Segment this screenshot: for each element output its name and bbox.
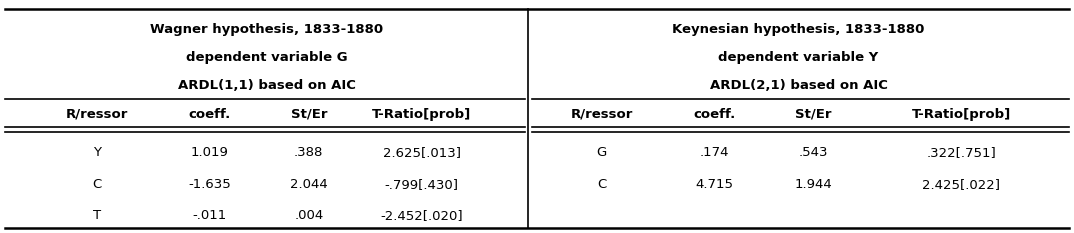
Text: R/ressor: R/ressor <box>570 108 633 121</box>
Text: 4.715: 4.715 <box>695 178 734 191</box>
Text: C: C <box>597 178 606 191</box>
Text: .174: .174 <box>699 146 729 159</box>
Text: .322[.751]: .322[.751] <box>927 146 996 159</box>
Text: T-Ratio[prob]: T-Ratio[prob] <box>372 108 471 121</box>
Text: -2.452[.020]: -2.452[.020] <box>380 209 463 222</box>
Text: 2.044: 2.044 <box>290 178 328 191</box>
Text: T: T <box>92 209 101 222</box>
Text: Wagner hypothesis, 1833-1880: Wagner hypothesis, 1833-1880 <box>150 23 383 36</box>
Text: C: C <box>92 178 101 191</box>
Text: 2.425[.022]: 2.425[.022] <box>923 178 1000 191</box>
Text: coeff.: coeff. <box>693 108 736 121</box>
Text: Keynesian hypothesis, 1833-1880: Keynesian hypothesis, 1833-1880 <box>672 23 925 36</box>
Text: St/Er: St/Er <box>796 108 831 121</box>
Text: G: G <box>596 146 607 159</box>
Text: .388: .388 <box>294 146 323 159</box>
Text: -.011: -.011 <box>192 209 227 222</box>
Text: 2.625[.013]: 2.625[.013] <box>382 146 461 159</box>
Text: ARDL(1,1) based on AIC: ARDL(1,1) based on AIC <box>178 79 355 92</box>
Text: dependent variable G: dependent variable G <box>186 51 348 64</box>
Text: 1.944: 1.944 <box>795 178 832 191</box>
Text: coeff.: coeff. <box>188 108 231 121</box>
Text: dependent variable Y: dependent variable Y <box>719 51 879 64</box>
Text: T-Ratio[prob]: T-Ratio[prob] <box>912 108 1011 121</box>
Text: .543: .543 <box>799 146 828 159</box>
Text: Y: Y <box>92 146 101 159</box>
Text: R/ressor: R/ressor <box>66 108 128 121</box>
Text: -.799[.430]: -.799[.430] <box>384 178 459 191</box>
Text: 1.019: 1.019 <box>190 146 229 159</box>
Text: St/Er: St/Er <box>291 108 326 121</box>
Text: -1.635: -1.635 <box>188 178 231 191</box>
Text: ARDL(2,1) based on AIC: ARDL(2,1) based on AIC <box>710 79 887 92</box>
Text: .004: .004 <box>294 209 323 222</box>
